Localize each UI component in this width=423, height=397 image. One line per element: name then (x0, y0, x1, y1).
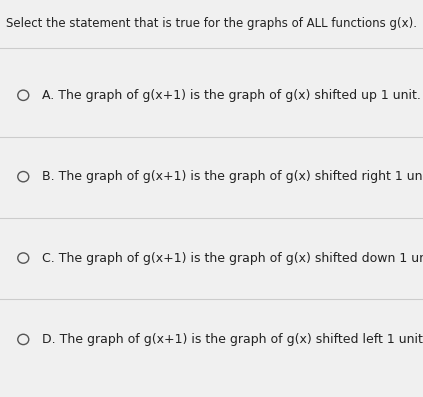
Text: Select the statement that is true for the graphs of ALL functions g(x).: Select the statement that is true for th… (6, 17, 418, 30)
Text: D. The graph of g(x+1) is the graph of g(x) shifted left 1 unit.: D. The graph of g(x+1) is the graph of g… (42, 333, 423, 346)
Text: B. The graph of g(x+1) is the graph of g(x) shifted right 1 unit.: B. The graph of g(x+1) is the graph of g… (42, 170, 423, 183)
Text: C. The graph of g(x+1) is the graph of g(x) shifted down 1 unit.: C. The graph of g(x+1) is the graph of g… (42, 252, 423, 264)
Text: A. The graph of g(x+1) is the graph of g(x) shifted up 1 unit.: A. The graph of g(x+1) is the graph of g… (42, 89, 421, 102)
